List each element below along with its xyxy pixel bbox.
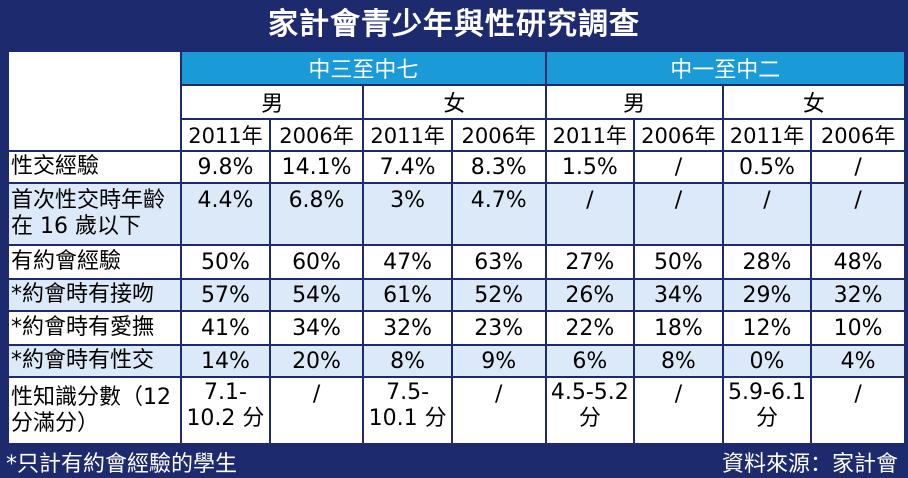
table-cell: 34%	[633, 278, 724, 312]
table-cell: 20%	[268, 344, 365, 378]
table-cell: /	[810, 150, 906, 184]
year-header: 2011年	[544, 118, 636, 152]
table-cell: 32%	[810, 278, 906, 312]
table-cell: 60%	[268, 244, 365, 280]
table-cell: 10%	[810, 310, 906, 346]
table-cell: /	[450, 376, 547, 445]
table-cell: /	[633, 182, 724, 246]
table-cell: 34%	[268, 310, 365, 346]
corner-cell	[6, 50, 183, 152]
table-cell: 6.8%	[268, 182, 365, 246]
page-title: 家計會青少年與性研究調查	[268, 7, 640, 42]
year-header: 2006年	[633, 118, 724, 152]
table-cell: 54%	[268, 278, 365, 312]
table-cell: 12%	[721, 310, 813, 346]
row-label: 首次性交時年齡在 16 歲以下	[6, 182, 183, 246]
group-header: 中一至中二	[544, 50, 907, 86]
row-label: 性知識分數（12 分滿分）	[6, 376, 183, 445]
table-cell: 6%	[544, 344, 636, 378]
table-cell: 63%	[450, 244, 547, 280]
year-header: 2011年	[362, 118, 453, 152]
table-cell: 1.5%	[544, 150, 636, 184]
table-row: *約會時有性交 14% 20% 8% 9% 6% 8% 0% 4%	[6, 344, 906, 378]
table-cell: /	[268, 376, 365, 445]
table-cell: /	[721, 182, 813, 246]
source-credit: 資料來源：家計會	[721, 452, 898, 477]
row-label: 有約會經驗	[6, 244, 183, 280]
year-header: 2011年	[721, 118, 813, 152]
table-cell: /	[633, 376, 724, 445]
table-cell: /	[810, 376, 906, 445]
group-header: 中三至中七	[180, 50, 547, 86]
table-cell: 28%	[721, 244, 813, 280]
table-cell: 0%	[721, 344, 813, 378]
table-row: 首次性交時年齡在 16 歲以下 4.4% 6.8% 3% 4.7% / / / …	[6, 182, 906, 246]
table-cell: /	[633, 150, 724, 184]
table-cell: 4.7%	[450, 182, 547, 246]
table-cell: /	[810, 182, 906, 246]
table-cell: 7.1-10.2 分	[180, 376, 271, 445]
gender-header: 男	[544, 84, 724, 120]
table-cell: 9%	[450, 344, 547, 378]
table-cell: 26%	[544, 278, 636, 312]
table-cell: 3%	[362, 182, 453, 246]
table-cell: 50%	[180, 244, 271, 280]
table-row: *約會時有接吻 57% 54% 61% 52% 26% 34% 29% 32%	[6, 278, 906, 312]
gender-header: 女	[721, 84, 907, 120]
table-row: *約會時有愛撫 41% 34% 32% 23% 22% 18% 12% 10%	[6, 310, 906, 346]
table-cell: 7.4%	[362, 150, 453, 184]
table-cell: 29%	[721, 278, 813, 312]
table-row: 性交經驗 9.8% 14.1% 7.4% 8.3% 1.5% / 0.5% /	[6, 150, 906, 184]
table-cell: 61%	[362, 278, 453, 312]
year-header: 2006年	[810, 118, 906, 152]
year-header: 2006年	[268, 118, 365, 152]
table-cell: 57%	[180, 278, 271, 312]
table-cell: 23%	[450, 310, 547, 346]
table-cell: 4%	[810, 344, 906, 378]
table-cell: 32%	[362, 310, 453, 346]
year-header: 2011年	[180, 118, 271, 152]
table-cell: 5.9-6.1 分	[721, 376, 813, 445]
table-row: 有約會經驗 50% 60% 47% 63% 27% 50% 28% 48%	[6, 244, 906, 280]
table-cell: 27%	[544, 244, 636, 280]
table-cell: 18%	[633, 310, 724, 346]
table-cell: 50%	[633, 244, 724, 280]
table-cell: 41%	[180, 310, 271, 346]
table-cell: 4.4%	[180, 182, 271, 246]
table-cell: 7.5-10.1 分	[362, 376, 453, 445]
table-cell: 8%	[362, 344, 453, 378]
table-cell: 47%	[362, 244, 453, 280]
table-cell: 8%	[633, 344, 724, 378]
table-cell: 8.3%	[450, 150, 547, 184]
footnote: *只計有約會經驗的學生	[6, 452, 238, 477]
year-header: 2006年	[450, 118, 547, 152]
table-cell: 22%	[544, 310, 636, 346]
table-cell: 9.8%	[180, 150, 271, 184]
gender-header: 男	[180, 84, 365, 120]
row-label: *約會時有愛撫	[6, 310, 183, 346]
table-cell: 52%	[450, 278, 547, 312]
survey-table: 中三至中七 中一至中二 男 女 男 女 2011年 2006年 2011年 20…	[6, 50, 907, 445]
table-cell: 48%	[810, 244, 906, 280]
gender-header: 女	[362, 84, 547, 120]
row-label: *約會時有性交	[6, 344, 183, 378]
row-label: *約會時有接吻	[6, 278, 183, 312]
table-cell: 14.1%	[268, 150, 365, 184]
table-row: 性知識分數（12 分滿分） 7.1-10.2 分 / 7.5-10.1 分 / …	[6, 376, 906, 445]
table-cell: 14%	[180, 344, 271, 378]
row-label: 性交經驗	[6, 150, 183, 184]
table-cell: 0.5%	[721, 150, 813, 184]
table-cell: 4.5-5.2 分	[544, 376, 636, 445]
table-cell: /	[544, 182, 636, 246]
